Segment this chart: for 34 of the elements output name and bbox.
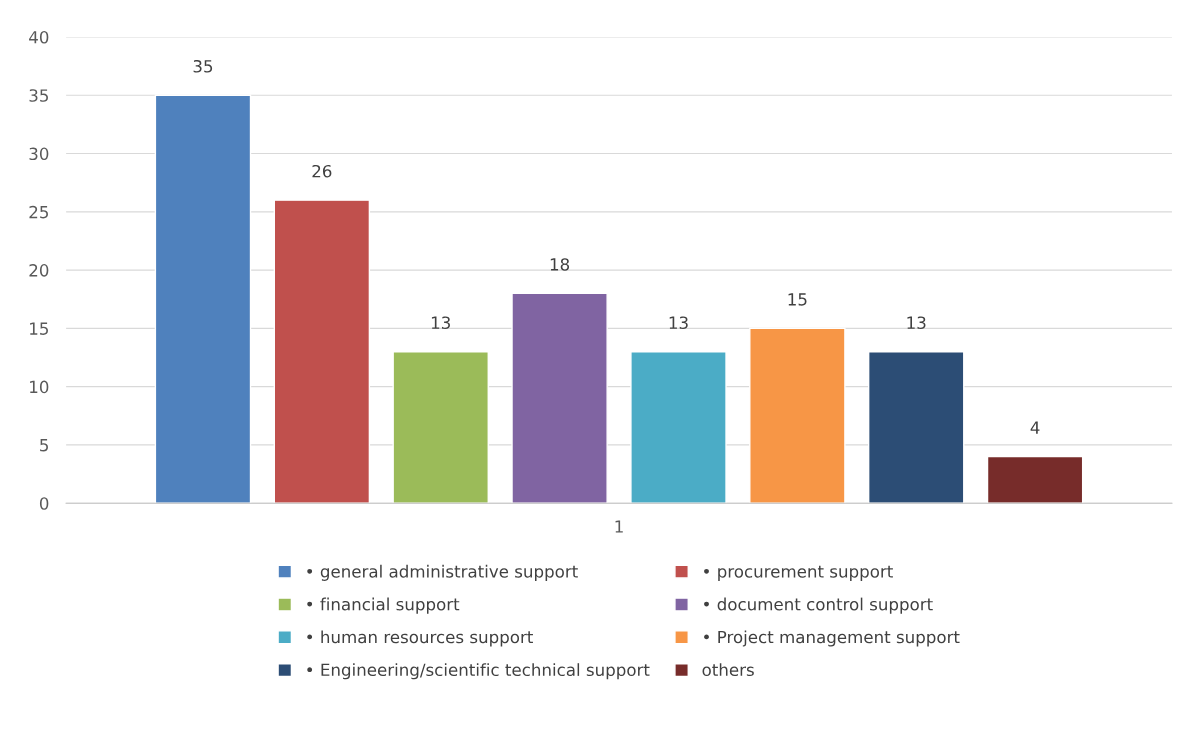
data-label: 18 — [550, 258, 570, 271]
y-tick-label: 15 — [30, 322, 48, 335]
y-tick-label: 35 — [29, 89, 48, 102]
bar — [511, 292, 608, 504]
y-tick-label: 30 — [29, 147, 49, 161]
y-tick-label: 10 — [30, 380, 49, 394]
bar — [749, 327, 846, 504]
bar — [273, 199, 371, 504]
bar — [392, 350, 489, 504]
legend-label: • document control support — [704, 597, 933, 614]
bar — [986, 455, 1084, 504]
legend-label: • financial support — [307, 597, 460, 614]
y-tick-label: 25 — [29, 205, 48, 219]
data-label: 15 — [788, 293, 807, 306]
legend-label: • Project management support — [704, 630, 960, 647]
data-label: 13 — [431, 316, 450, 330]
y-tick-label: 40 — [29, 30, 49, 44]
legend-label: • general administrative support — [307, 564, 578, 581]
legend-label: • procurement support — [704, 565, 893, 581]
legend-label: others — [702, 663, 754, 677]
y-tick-label: 5 — [40, 439, 48, 452]
data-label: 35 — [193, 59, 213, 73]
legend-label: • Engineering/scientific technical support — [307, 663, 650, 680]
data-label: 13 — [907, 316, 926, 330]
data-label: 26 — [312, 164, 332, 178]
y-tick-label: 20 — [29, 264, 49, 277]
x-tick-label: 1 — [615, 520, 623, 533]
data-label: 13 — [669, 316, 688, 330]
legend-label: • human resources support — [307, 630, 533, 647]
bar — [154, 94, 252, 504]
bar — [630, 350, 727, 504]
bar — [867, 350, 965, 504]
y-tick-label: 0 — [39, 497, 49, 510]
data-label: 4 — [1030, 421, 1040, 434]
